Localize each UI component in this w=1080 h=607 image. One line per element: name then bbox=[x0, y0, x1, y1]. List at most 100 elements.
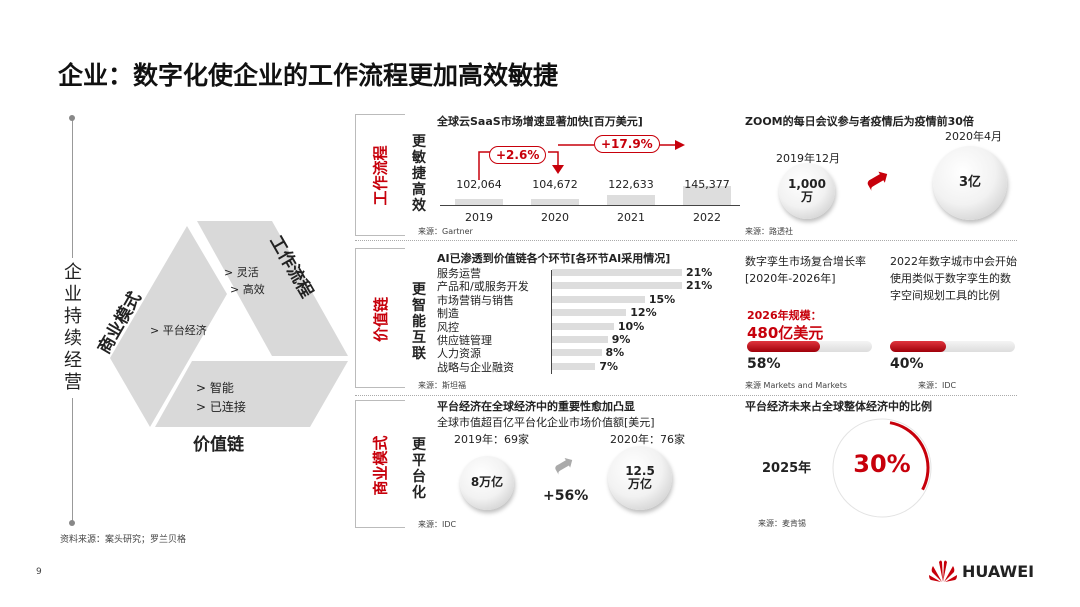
source-note: 来源：IDC bbox=[418, 520, 457, 529]
chart-bar bbox=[683, 186, 731, 205]
progress-fill bbox=[890, 341, 947, 352]
year-label: 2025年 bbox=[762, 461, 812, 476]
chart-bar bbox=[552, 309, 627, 317]
bar-value-label: 21% bbox=[686, 279, 713, 293]
bar-value-label: 10% bbox=[617, 319, 645, 333]
x-axis bbox=[440, 205, 740, 206]
category-label: 人力资源 bbox=[437, 347, 481, 361]
vertical-label: 企业持续经营 bbox=[60, 258, 86, 398]
side-title: 数字孪生市场复合增长率 bbox=[745, 255, 866, 268]
chart-title: AI已渗透到价值链各个环节[各环节AI采用情况] bbox=[437, 252, 671, 265]
before-date: 2019年12月 bbox=[776, 152, 840, 165]
chart-bar bbox=[552, 362, 596, 370]
segment-business bbox=[110, 226, 227, 427]
brand-name: HUAWEI bbox=[962, 562, 1035, 581]
row-vertical-label: 更敏捷高效 bbox=[412, 134, 426, 214]
category-label: 风控 bbox=[437, 320, 459, 334]
growth-value: +56% bbox=[543, 488, 589, 504]
chart-bar bbox=[455, 199, 503, 205]
chart-bar bbox=[552, 269, 682, 276]
after-date: 2020年4月 bbox=[945, 130, 1002, 143]
line-dot-bottom bbox=[69, 520, 75, 526]
row-tag-box: 工作流程 bbox=[355, 114, 405, 236]
row-tag: 工作流程 bbox=[371, 144, 390, 206]
bar-value-label: 8% bbox=[605, 346, 625, 360]
bar-value-label: 7% bbox=[599, 359, 619, 373]
chart-bar bbox=[531, 199, 579, 205]
side-title: 2022年数字城市中会开始使用类似于数字孪生的数字空间规划工具的比例 bbox=[890, 255, 1017, 302]
growth-annotation: +2.6% bbox=[489, 146, 547, 164]
highlight-label: 2026年规模： bbox=[747, 309, 822, 322]
workflow-item: > 高效 bbox=[230, 283, 265, 296]
category-label: 战略与企业融资 bbox=[437, 360, 514, 374]
page-number: 9 bbox=[36, 567, 42, 577]
growth-arrow-icon: ➦ bbox=[546, 446, 581, 484]
highlight-value: 480亿美元 bbox=[747, 324, 824, 342]
row-tag: 价值链 bbox=[371, 296, 390, 342]
progress-label: 40% bbox=[890, 356, 924, 372]
label-value: 价值链 bbox=[193, 435, 244, 455]
chart-bar bbox=[552, 322, 614, 330]
source-note: 来源 Markets and Markets bbox=[745, 381, 848, 390]
chart-subtitle: 全球市值超百亿平台化企业市场价值额[美元] bbox=[437, 416, 655, 429]
row-tag: 商业模式 bbox=[371, 434, 390, 496]
category-label: 制造 bbox=[437, 307, 459, 321]
source-note: 来源：IDC bbox=[918, 381, 957, 390]
after-value-ball: 3亿 bbox=[933, 146, 1007, 220]
side-subtitle: [2020年-2026年] bbox=[745, 272, 836, 285]
bar-value-label: 145,377 bbox=[684, 178, 730, 191]
source-note: 来源：麦肯锡 bbox=[758, 519, 806, 528]
side-title: 平台经济未来占全球整体经济中的比例 bbox=[745, 400, 932, 413]
value-item: > 已连接 bbox=[196, 400, 246, 414]
category-label: 服务运营 bbox=[437, 267, 481, 280]
category-label: 供应链管理 bbox=[437, 334, 492, 347]
y-axis bbox=[551, 270, 552, 374]
category-label: 产品和/或服务开发 bbox=[437, 280, 529, 294]
chart-bar bbox=[552, 349, 602, 357]
bar-value-label: 9% bbox=[611, 333, 631, 346]
source-note: 来源：Gartner bbox=[418, 227, 473, 236]
row-tag-box: 价值链 bbox=[355, 248, 405, 388]
page-title: 企业：数字化使企业的工作流程更加高效敏捷 bbox=[58, 61, 559, 90]
source-note: 来源：斯坦福 bbox=[418, 381, 466, 390]
chart-bar bbox=[607, 194, 655, 205]
row-vertical-label: 更平台化 bbox=[412, 437, 426, 501]
bar-value-label: 21% bbox=[686, 266, 713, 279]
row-tag-box: 商业模式 bbox=[355, 400, 405, 528]
progress-bar bbox=[890, 341, 1015, 352]
bar-value-label: 12% bbox=[630, 306, 657, 320]
growth-annotation: +17.9% bbox=[594, 135, 660, 153]
segment-value bbox=[155, 361, 348, 427]
percent-ring bbox=[832, 418, 932, 518]
row-separator bbox=[355, 240, 1017, 241]
x-tick-label: 2021 bbox=[617, 211, 645, 224]
x-tick-label: 2019 bbox=[465, 211, 493, 224]
bar-value-label: 15% bbox=[648, 292, 676, 306]
chart-title: 全球云SaaS市场增速显著加快[百万美元] bbox=[437, 115, 643, 128]
before-value-ball: 8万亿 bbox=[460, 456, 514, 510]
chart-bar bbox=[552, 336, 608, 343]
row-vertical-label: 更智能互联 bbox=[412, 282, 426, 362]
business-item: > 平台经济 bbox=[150, 324, 207, 337]
progress-fill bbox=[747, 341, 820, 352]
percent-value: 30% bbox=[853, 450, 911, 478]
category-label: 市场营销与销售 bbox=[437, 293, 514, 307]
row-separator bbox=[355, 395, 1017, 396]
huawei-logo-icon bbox=[929, 560, 957, 582]
side-title: ZOOM的每日会议参与者疫情后为疫情前30倍 bbox=[745, 115, 974, 128]
progress-bar bbox=[747, 341, 872, 352]
footer-source: 资料来源：案头研究；罗兰贝格 bbox=[60, 535, 187, 545]
bar-value-label: 104,672 bbox=[532, 178, 578, 191]
growth-arrow-icon: ➦ bbox=[857, 158, 898, 201]
chart-bar bbox=[552, 295, 645, 303]
segment-workflow bbox=[197, 221, 348, 356]
line-dot-top bbox=[69, 115, 75, 121]
chart-bar bbox=[552, 282, 682, 290]
progress-label: 58% bbox=[747, 356, 781, 372]
x-tick-label: 2020 bbox=[541, 211, 569, 224]
source-note: 来源：路透社 bbox=[745, 227, 793, 236]
bar-value-label: 122,633 bbox=[608, 178, 654, 191]
after-value-ball: 12.5 万亿 bbox=[608, 446, 672, 510]
bar-value-label: 102,064 bbox=[456, 178, 502, 191]
growth-arrows bbox=[478, 140, 685, 180]
